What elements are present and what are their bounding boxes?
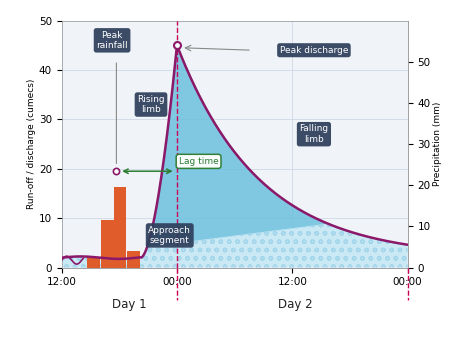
Text: Day 1: Day 1 [112,298,147,311]
Bar [87,257,100,268]
Bar [113,187,127,268]
Text: Peak
rainfall: Peak rainfall [96,31,128,50]
Text: Peak discharge: Peak discharge [280,46,348,55]
Text: Rising
limb: Rising limb [137,95,165,114]
Bar [100,220,113,268]
Text: Approach
segment: Approach segment [148,226,191,245]
Y-axis label: Run-off / discharge (cumecs): Run-off / discharge (cumecs) [27,79,36,209]
Text: Lag time: Lag time [179,157,219,166]
Y-axis label: Precipitation (mm): Precipitation (mm) [433,102,442,186]
Text: Falling
limb: Falling limb [300,125,328,144]
Bar [127,251,140,268]
Text: Day 2: Day 2 [278,298,312,311]
